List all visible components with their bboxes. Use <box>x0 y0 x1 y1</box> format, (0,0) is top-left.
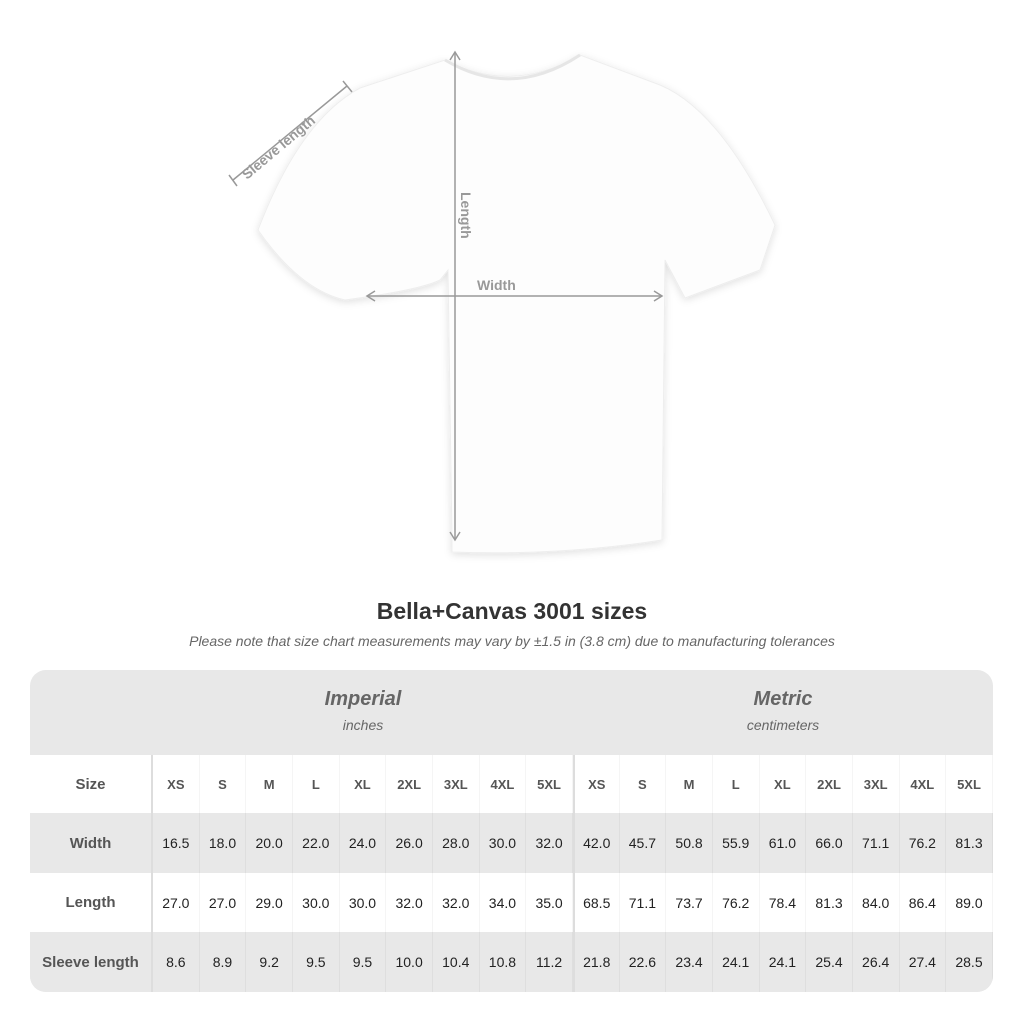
table-cell: 55.9 <box>713 813 760 873</box>
table-cell: 84.0 <box>853 873 900 932</box>
size-header-cell: XL <box>760 755 807 813</box>
table-cell: 22.6 <box>620 932 667 992</box>
table-cell: 89.0 <box>946 873 993 932</box>
table-cell: 10.8 <box>480 932 527 992</box>
size-header-cell: XS <box>572 755 620 813</box>
table-cell: 34.0 <box>480 873 527 932</box>
table-cell: 73.7 <box>666 873 713 932</box>
metric-unit: centimeters <box>746 717 820 733</box>
imperial-label: Imperial <box>324 688 402 710</box>
table-cell: 86.4 <box>900 873 947 932</box>
table-cell: 27.0 <box>153 873 200 932</box>
table-cell: 24.0 <box>340 813 387 873</box>
table-cell: 81.3 <box>946 813 993 873</box>
size-header-cell: 4XL <box>900 755 947 813</box>
table-cell: 76.2 <box>900 813 947 873</box>
chart-title: Bella+Canvas 3001 sizes <box>376 598 648 624</box>
size-header-cell: 5XL <box>526 755 573 813</box>
tshirt-shape <box>257 54 776 554</box>
size-header-cell: 2XL <box>386 755 433 813</box>
table-cell: 30.0 <box>340 873 387 932</box>
table-cell: 32.0 <box>526 813 573 873</box>
imperial-unit: inches <box>342 717 384 733</box>
row-label: Sleeve length <box>30 932 153 992</box>
table-cell: 50.8 <box>666 813 713 873</box>
table-cell: 25.4 <box>806 932 853 992</box>
table-cell: 27.0 <box>200 873 247 932</box>
table-cell: 22.0 <box>293 813 340 873</box>
table-cell: 71.1 <box>853 813 900 873</box>
row-label: Length <box>30 873 153 932</box>
tshirt-illustration: Sleeve length Length Width <box>228 50 776 554</box>
table-cell: 35.0 <box>526 873 573 932</box>
table-cell: 10.4 <box>433 932 480 992</box>
table-cell: 32.0 <box>386 873 433 932</box>
table-cell: 78.4 <box>760 873 807 932</box>
metric-header: Metric centimeters <box>573 670 993 755</box>
table-cell: 27.4 <box>900 932 947 992</box>
table-cell: 29.0 <box>246 873 293 932</box>
table-cell: 8.6 <box>153 932 200 992</box>
size-header-cell: XS <box>153 755 200 813</box>
imperial-header: Imperial inches <box>153 670 573 755</box>
row-label: Width <box>30 813 153 873</box>
table-cell: 26.0 <box>386 813 433 873</box>
size-header-cell: 2XL <box>806 755 853 813</box>
table-cell: 9.2 <box>246 932 293 992</box>
size-header-cell: S <box>620 755 667 813</box>
table-row: Sleeve length 8.6 8.9 9.2 9.5 9.5 10.0 10.4 10.8… <box>30 932 993 992</box>
table-cell: 24.1 <box>760 932 807 992</box>
size-header-cell: M <box>666 755 713 813</box>
table-cell: 16.5 <box>153 813 200 873</box>
table-row: Length 27.0 27.0 29.0 30.0 30.0 32.0 32.0 34.0 35… <box>30 873 993 932</box>
size-header-cell: M <box>246 755 293 813</box>
table-cell: 26.4 <box>853 932 900 992</box>
table-cell: 24.1 <box>713 932 760 992</box>
table-cell: 20.0 <box>246 813 293 873</box>
size-header-cell: XL <box>340 755 387 813</box>
table-cell: 8.9 <box>200 932 247 992</box>
size-header-cell: 3XL <box>853 755 900 813</box>
table-cell: 28.5 <box>946 932 993 992</box>
table-cell: 28.0 <box>433 813 480 873</box>
table-cell: 9.5 <box>340 932 387 992</box>
table-cell: 42.0 <box>572 813 620 873</box>
size-header-cell: 5XL <box>946 755 993 813</box>
table-cell: 21.8 <box>572 932 620 992</box>
size-table: Imperial inches Metric centimeters Size X… <box>30 670 993 992</box>
table-cell: 76.2 <box>713 873 760 932</box>
table-cell: 18.0 <box>200 813 247 873</box>
table-cell: 10.0 <box>386 932 433 992</box>
table-cell: 81.3 <box>806 873 853 932</box>
table-row: Width 16.5 18.0 20.0 22.0 24.0 26.0 28.0 30.0 32.… <box>30 813 993 873</box>
table-cell: 66.0 <box>806 813 853 873</box>
length-label: Length <box>458 192 474 239</box>
size-header-cell: L <box>293 755 340 813</box>
size-header-cell: L <box>713 755 760 813</box>
metric-label: Metric <box>753 688 813 710</box>
table-cell: 23.4 <box>666 932 713 992</box>
table-cell: 61.0 <box>760 813 807 873</box>
width-label: Width <box>477 277 516 293</box>
table-cell: 9.5 <box>293 932 340 992</box>
size-header-cell: S <box>200 755 247 813</box>
size-header-cell: 3XL <box>433 755 480 813</box>
table-cell: 68.5 <box>572 873 620 932</box>
table-cell: 11.2 <box>526 932 573 992</box>
size-header-cell: 4XL <box>480 755 527 813</box>
table-cell: 32.0 <box>433 873 480 932</box>
size-header-row: Size XS S M L XL 2XL 3XL 4XL 5XL XS S M L XL 2XL 3XL 4XL 5… <box>30 755 993 813</box>
sleeve-line <box>232 85 348 181</box>
table-cell: 45.7 <box>620 813 667 873</box>
table-cell: 30.0 <box>293 873 340 932</box>
table-cell: 71.1 <box>620 873 667 932</box>
chart-subtitle: Please note that size chart measurements… <box>189 633 835 649</box>
row-label: Size <box>30 755 153 813</box>
table-cell: 30.0 <box>480 813 527 873</box>
